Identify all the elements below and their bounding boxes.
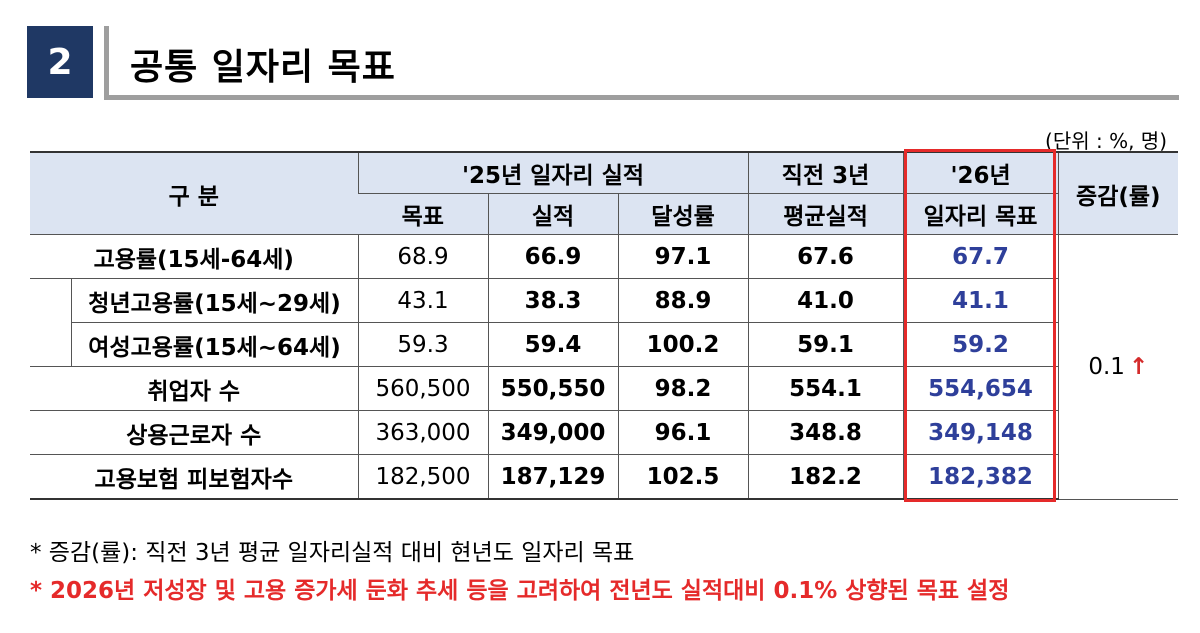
cell-prev3: 182.2 bbox=[747, 454, 904, 500]
header-change: 증감(률) bbox=[1057, 151, 1179, 235]
cell-goal-2026: 59.2 bbox=[902, 322, 1059, 367]
indent-spacer bbox=[30, 279, 71, 323]
section-number: 2 bbox=[27, 26, 93, 98]
cell-prev3: 67.6 bbox=[747, 234, 904, 279]
header-2026-line2: 일자리 목표 bbox=[902, 193, 1059, 235]
header-row-2: 목표 실적 달성률 평균실적 일자리 목표 bbox=[30, 193, 1178, 235]
header-actual: 실적 bbox=[487, 193, 619, 235]
table-row: 고용률(15세-64세) 68.9 66.9 97.1 67.6 67.7 0.… bbox=[30, 234, 1179, 500]
cell-target: 560,500 bbox=[357, 366, 489, 411]
cell-actual: 349,000 bbox=[487, 410, 619, 455]
header-row-1: 구 분 '25년 일자리 실적 직전 3년 '26년 증감(률) bbox=[30, 151, 1179, 235]
row-label: 고용률(15세-64세) bbox=[30, 234, 359, 279]
section-divider-vertical bbox=[104, 26, 109, 100]
cell-target: 363,000 bbox=[357, 410, 489, 455]
change-value: 0.1 bbox=[1088, 353, 1125, 380]
header-prev3-line1: 직전 3년 bbox=[747, 151, 904, 194]
cell-goal-2026: 41.1 bbox=[902, 278, 1059, 323]
row-label: 취업자 수 bbox=[30, 366, 359, 411]
table-row: 상용근로자 수 363,000 349,000 96.1 348.8 349,1… bbox=[30, 410, 1178, 455]
header-2026-line1: '26년 bbox=[902, 151, 1059, 194]
cell-rate: 100.2 bbox=[617, 322, 749, 367]
cell-actual: 550,550 bbox=[487, 366, 619, 411]
cell-goal-2026: 67.7 bbox=[902, 234, 1059, 279]
table-row: 청년고용률(15세~29세) 43.1 38.3 88.9 41.0 41.1 bbox=[30, 278, 1178, 323]
cell-target: 68.9 bbox=[357, 234, 489, 279]
cell-actual: 59.4 bbox=[487, 322, 619, 367]
indent-spacer bbox=[30, 322, 71, 367]
table-row: 취업자 수 560,500 550,550 98.2 554.1 554,654 bbox=[30, 366, 1178, 411]
table-row: 고용보험 피보험자수 182,500 187,129 102.5 182.2 1… bbox=[30, 454, 1178, 500]
cell-change: 0.1 ↑ bbox=[1057, 234, 1179, 500]
row-label: 상용근로자 수 bbox=[30, 410, 359, 455]
cell-target: 59.3 bbox=[357, 322, 489, 367]
cell-goal-2026: 554,654 bbox=[902, 366, 1059, 411]
footnote-target-rationale: * 2026년 저성장 및 고용 증가세 둔화 추세 등을 고려하여 전년도 실… bbox=[30, 578, 1010, 604]
section-divider-horizontal bbox=[104, 95, 1179, 100]
cell-rate: 102.5 bbox=[617, 454, 749, 500]
arrow-up-icon: ↑ bbox=[1128, 353, 1149, 380]
cell-actual: 187,129 bbox=[487, 454, 619, 500]
cell-target: 43.1 bbox=[357, 278, 489, 323]
row-label: 고용보험 피보험자수 bbox=[30, 454, 359, 500]
header-prev3-line2: 평균실적 bbox=[747, 193, 904, 235]
cell-prev3: 41.0 bbox=[747, 278, 904, 323]
cell-goal-2026: 182,382 bbox=[902, 454, 1059, 500]
cell-prev3: 59.1 bbox=[747, 322, 904, 367]
cell-rate: 98.2 bbox=[617, 366, 749, 411]
header-category: 구 분 bbox=[30, 151, 359, 235]
table-row: 여성고용률(15세~64세) 59.3 59.4 100.2 59.1 59.2 bbox=[30, 322, 1178, 367]
cell-goal-2026: 349,148 bbox=[902, 410, 1059, 455]
header-2025-group: '25년 일자리 실적 bbox=[357, 151, 749, 194]
section-title: 공통 일자리 목표 bbox=[130, 47, 396, 88]
jobs-target-table: 구 분 '25년 일자리 실적 직전 3년 '26년 증감(률) 목표 실적 달… bbox=[30, 151, 1179, 500]
row-label: 여성고용률(15세~64세) bbox=[70, 322, 359, 367]
cell-prev3: 348.8 bbox=[747, 410, 904, 455]
row-label: 청년고용률(15세~29세) bbox=[70, 278, 359, 323]
cell-rate: 96.1 bbox=[617, 410, 749, 455]
cell-target: 182,500 bbox=[357, 454, 489, 500]
cell-rate: 97.1 bbox=[617, 234, 749, 279]
cell-actual: 38.3 bbox=[487, 278, 619, 323]
header-rate: 달성률 bbox=[617, 193, 749, 235]
footnote-change-definition: * 증감(률): 직전 3년 평균 일자리실적 대비 현년도 일자리 목표 bbox=[30, 540, 635, 566]
cell-rate: 88.9 bbox=[617, 278, 749, 323]
cell-prev3: 554.1 bbox=[747, 366, 904, 411]
unit-label: (단위 : %, 명) bbox=[1045, 129, 1167, 153]
header-target: 목표 bbox=[358, 193, 489, 235]
cell-actual: 66.9 bbox=[487, 234, 619, 279]
